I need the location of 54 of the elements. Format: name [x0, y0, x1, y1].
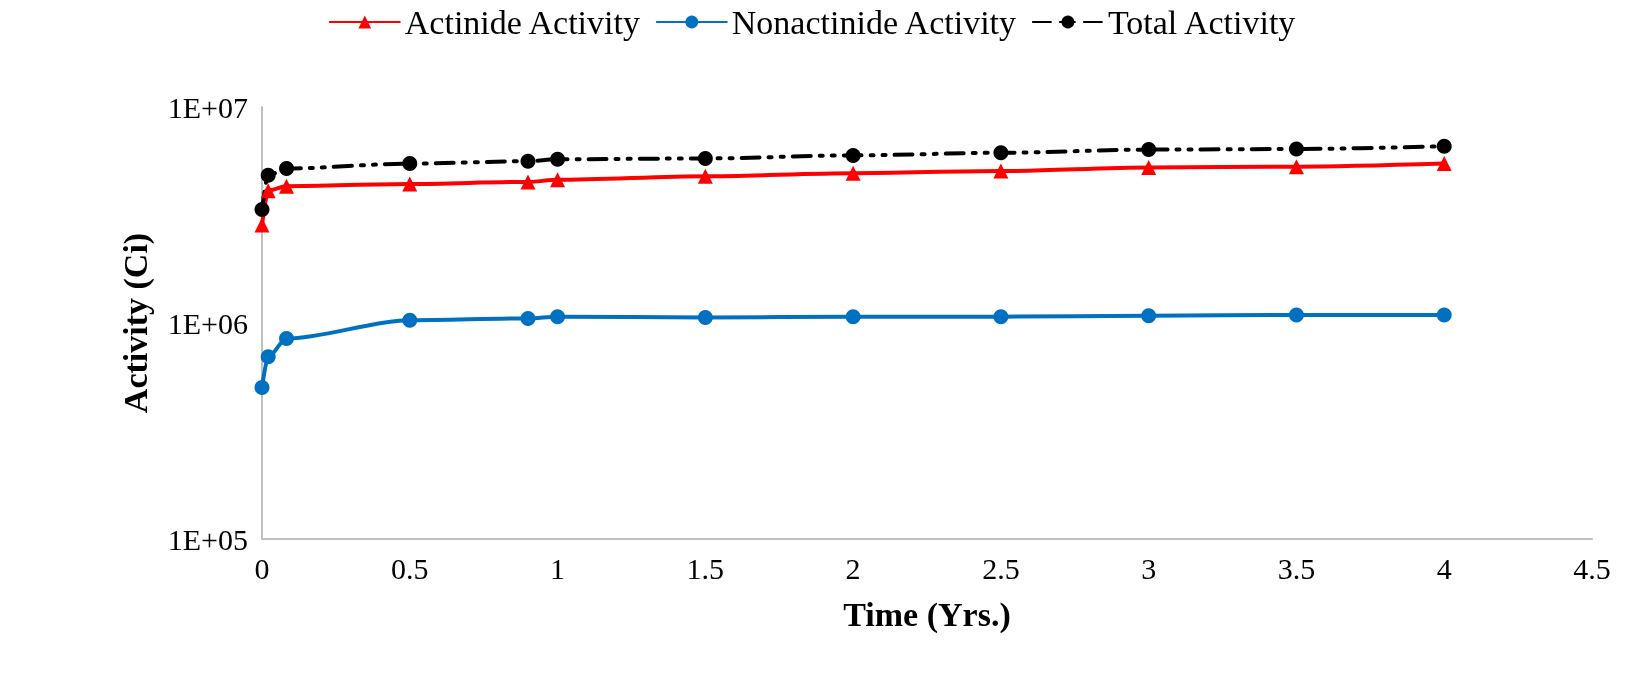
point [993, 309, 1009, 325]
x-tick-label: 0.5 [391, 551, 429, 585]
point [254, 379, 270, 395]
point [1436, 138, 1452, 154]
x-tick-label: 1 [550, 551, 566, 585]
point [279, 331, 295, 347]
x-tick-label: 4 [1436, 551, 1452, 585]
y-tick-label: 1E+06 [167, 306, 248, 340]
point [1436, 156, 1452, 172]
point [260, 167, 276, 183]
x-tick-label: 1.5 [686, 551, 725, 585]
x-tick-label: 0 [254, 551, 270, 585]
legend-label: Nonactinide Activity [731, 3, 1017, 41]
point [993, 163, 1009, 179]
point [550, 172, 566, 188]
point [697, 168, 713, 184]
point [1288, 307, 1304, 323]
y-tick-label: 1E+07 [167, 90, 248, 124]
point [1141, 308, 1157, 324]
point [520, 153, 536, 169]
x-tick-label: 2 [845, 551, 861, 585]
point [1141, 159, 1157, 175]
point [550, 309, 566, 325]
point [845, 147, 861, 163]
point [845, 165, 861, 181]
y-tick-label: 1E+05 [167, 522, 248, 556]
point [402, 176, 418, 192]
point [279, 178, 295, 194]
point [254, 202, 270, 218]
point [1141, 142, 1157, 158]
point [520, 174, 536, 190]
x-tick-label: 4.5 [1573, 551, 1611, 585]
point [279, 161, 295, 177]
point [254, 217, 270, 233]
point [1436, 307, 1452, 323]
legend-label: Total Activity [1107, 3, 1296, 41]
x-tick-label: 2.5 [982, 551, 1020, 585]
point [260, 349, 276, 365]
point [260, 183, 276, 199]
point [697, 150, 713, 166]
point [845, 309, 861, 325]
point [520, 310, 536, 326]
point [402, 156, 418, 172]
point [697, 310, 713, 326]
y-axis-title: Activity (Ci) [116, 232, 155, 414]
point [993, 145, 1009, 161]
point [1288, 141, 1304, 157]
legend-label: Actinide Activity [404, 3, 640, 41]
x-tick-label: 3 [1141, 551, 1157, 585]
point [1288, 159, 1304, 175]
x-axis-title: Time (Yrs.) [843, 595, 1011, 634]
point [402, 312, 418, 328]
point [550, 151, 566, 167]
x-tick-label: 3.5 [1277, 551, 1316, 585]
